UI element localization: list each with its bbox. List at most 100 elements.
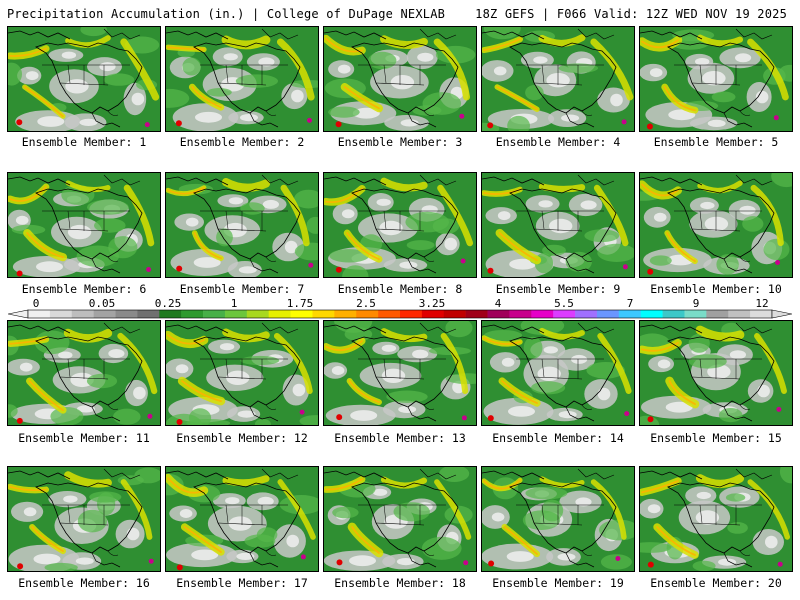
- ensemble-member-map: [639, 320, 793, 426]
- colorbar-segment: [181, 310, 204, 318]
- colorbar-tick-label: 4: [495, 297, 502, 310]
- ensemble-member-label: Ensemble Member: 14: [492, 431, 624, 445]
- colorbar-left-arrow: [8, 309, 29, 319]
- colorbar-segment: [553, 310, 576, 318]
- colorbar-segment: [28, 310, 51, 318]
- colorbar-segment: [421, 310, 445, 318]
- colorbar-tick-label: 9: [693, 297, 700, 310]
- ensemble-member-map: [481, 466, 635, 572]
- ensemble-member-label: Ensemble Member: 19: [492, 576, 624, 590]
- precipitation-colorbar: 0 0.05 0.25 1 1.75 2.5 3.25 4 5.5 7 9 12: [8, 297, 792, 319]
- colorbar-tick-label: 5.5: [554, 297, 574, 310]
- page-title: Precipitation Accumulation (in.) | Colle…: [7, 7, 446, 21]
- precipitation-map-image: [640, 173, 792, 277]
- precipitation-map-image: [8, 321, 160, 425]
- ensemble-member-map: [165, 172, 319, 278]
- colorbar-segment: [400, 310, 423, 318]
- precipitation-map-image: [166, 321, 318, 425]
- ensemble-member-map: [481, 172, 635, 278]
- colorbar-segment: [93, 310, 116, 318]
- colorbar-segment: [334, 310, 357, 318]
- precipitation-map-image: [640, 27, 792, 131]
- colorbar-segment: [531, 310, 554, 318]
- colorbar-tick-label: 0.25: [155, 297, 182, 310]
- colorbar-segment: [443, 310, 466, 318]
- colorbar-segment: [356, 310, 379, 318]
- colorbar-segment: [465, 310, 488, 318]
- ensemble-member-map: [165, 26, 319, 132]
- precipitation-map-image: [166, 173, 318, 277]
- colorbar-segment: [706, 310, 729, 318]
- colorbar-segment: [728, 310, 751, 318]
- precipitation-map-image: [482, 173, 634, 277]
- colorbar-segment: [246, 310, 269, 318]
- ensemble-member-label: Ensemble Member: 1: [21, 135, 147, 149]
- precipitation-map-image: [8, 467, 160, 571]
- precipitation-map-image: [324, 321, 476, 425]
- colorbar-segment: [378, 310, 401, 318]
- colorbar-tick-label: 1.75: [287, 297, 314, 310]
- colorbar-segment: [224, 310, 248, 318]
- colorbar-segment: [596, 310, 620, 318]
- ensemble-member-map: [7, 172, 161, 278]
- colorbar-tick-label: 0: [33, 297, 40, 310]
- ensemble-member-map: [165, 320, 319, 426]
- colorbar-segment: [575, 310, 598, 318]
- colorbar-segment: [640, 310, 663, 318]
- colorbar-tick-label: 7: [627, 297, 634, 310]
- ensemble-member-label: Ensemble Member: 4: [495, 135, 621, 149]
- ensemble-member-label: Ensemble Member: 3: [337, 135, 463, 149]
- colorbar-segment: [290, 310, 313, 318]
- colorbar-segment: [618, 310, 641, 318]
- colorbar-segment: [662, 310, 685, 318]
- ensemble-member-map: [323, 466, 477, 572]
- ensemble-member-label: Ensemble Member: 18: [334, 576, 466, 590]
- colorbar-segment: [509, 310, 532, 318]
- ensemble-member-label: Ensemble Member: 9: [495, 282, 621, 296]
- colorbar-segment: [137, 310, 160, 318]
- precipitation-map-image: [8, 173, 160, 277]
- ensemble-member-label: Ensemble Member: 13: [334, 431, 466, 445]
- precipitation-map-image: [324, 27, 476, 131]
- colorbar-segment: [487, 310, 510, 318]
- ensemble-member-label: Ensemble Member: 16: [18, 576, 150, 590]
- precipitation-map-image: [324, 173, 476, 277]
- run-info: 18Z GEFS | F066 Valid: 12Z WED NOV 19 20…: [475, 7, 787, 21]
- ensemble-member-label: Ensemble Member: 20: [650, 576, 782, 590]
- ensemble-member-label: Ensemble Member: 15: [650, 431, 782, 445]
- colorbar-tick-label: 1: [231, 297, 238, 310]
- precipitation-map-image: [640, 321, 792, 425]
- precipitation-map-image: [166, 27, 318, 131]
- colorbar-tick-label: 2.5: [356, 297, 376, 310]
- ensemble-member-map: [323, 320, 477, 426]
- ensemble-member-label: Ensemble Member: 12: [176, 431, 308, 445]
- colorbar-tick-label: 3.25: [419, 297, 446, 310]
- colorbar-segment: [71, 310, 94, 318]
- precipitation-map-image: [482, 321, 634, 425]
- ensemble-member-map: [639, 26, 793, 132]
- ensemble-member-map: [639, 172, 793, 278]
- colorbar-segment: [312, 310, 335, 318]
- precipitation-map-image: [640, 467, 792, 571]
- ensemble-member-map: [323, 26, 477, 132]
- colorbar-segment: [684, 310, 707, 318]
- ensemble-member-map: [7, 320, 161, 426]
- ensemble-member-label: Ensemble Member: 7: [179, 282, 305, 296]
- ensemble-member-map: [7, 466, 161, 572]
- ensemble-member-map: [481, 320, 635, 426]
- ensemble-member-label: Ensemble Member: 5: [653, 135, 779, 149]
- precipitation-map-image: [166, 467, 318, 571]
- ensemble-member-map: [323, 172, 477, 278]
- colorbar-segment: [159, 310, 182, 318]
- colorbar-segment: [49, 310, 73, 318]
- ensemble-member-map: [481, 26, 635, 132]
- ensemble-member-map: [639, 466, 793, 572]
- colorbar-right-arrow: [771, 309, 792, 319]
- ensemble-member-label: Ensemble Member: 8: [337, 282, 463, 296]
- ensemble-member-label: Ensemble Member: 6: [21, 282, 147, 296]
- precipitation-map-image: [324, 467, 476, 571]
- colorbar-tick-label: 0.05: [89, 297, 116, 310]
- ensemble-member-label: Ensemble Member: 2: [179, 135, 305, 149]
- precipitation-map-image: [8, 27, 160, 131]
- ensemble-member-map: [165, 466, 319, 572]
